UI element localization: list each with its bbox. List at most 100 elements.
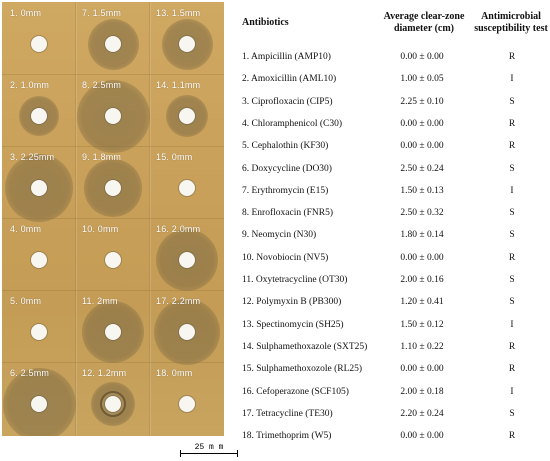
plate-label: 3. 2.25mm	[10, 152, 55, 162]
susceptibility-result: S	[509, 97, 515, 107]
plate-label: 13. 1.5mm	[156, 8, 201, 18]
plate-label: 9. 1.8mm	[82, 152, 122, 162]
clear-zone-diameter: 2.50 ± 0.32	[400, 208, 444, 218]
antibiotic-disk	[179, 252, 195, 268]
antibiotic-name: 6. Doxycycline (DO30)	[242, 164, 332, 174]
agar-plate-photo: 1. 0mm 7. 1.5mm 13. 1.5mm 2. 1.0mm 8. 2.5mm 1…	[2, 2, 224, 436]
antibiotic-name: 3. Ciprofloxacin (CIP5)	[242, 97, 333, 107]
susceptibility-result: I	[510, 186, 514, 196]
clear-zone-diameter: 1.00 ± 0.05	[400, 74, 444, 84]
susceptibility-result: R	[508, 141, 516, 151]
row-divider	[2, 74, 224, 75]
plate-cell: 14. 1.1mm	[150, 74, 224, 146]
table-row: 11. Oxytetracycline (OT30) 2.00 ± 0.16 S	[239, 275, 550, 293]
susceptibility-result: R	[508, 431, 516, 441]
antibiotic-disk	[179, 396, 195, 412]
table-row: 8. Enrofloxacin (FNR5) 2.50 ± 0.32 S	[239, 208, 550, 226]
plate-label: 7. 1.5mm	[82, 8, 122, 18]
clear-zone-diameter: 0.00 ± 0.00	[400, 431, 444, 441]
header-clear-zone: Average clear-zone diameter (cm)	[383, 11, 465, 34]
clear-zone-diameter: 2.25 ± 0.10	[400, 97, 444, 107]
plate-label: 14. 1.1mm	[156, 80, 201, 90]
row-divider	[2, 290, 224, 291]
clear-zone-diameter: 1.20 ± 0.41	[400, 297, 444, 307]
lane-divider	[75, 2, 77, 436]
plate-cell: 13. 1.5mm	[150, 2, 224, 74]
plate-cell: 6. 2.5mm	[2, 362, 76, 436]
antibiotic-name: 9. Neomycin (N30)	[242, 230, 317, 240]
plate-label: 8. 2.5mm	[82, 80, 122, 90]
antibiotic-name: 13. Spectinomycin (SH25)	[242, 320, 344, 330]
antibiotic-disk	[105, 252, 121, 268]
antibiotic-disk	[31, 108, 47, 124]
antibiotic-disk	[105, 396, 121, 412]
plate-cell: 10. 0mm	[76, 218, 150, 290]
susceptibility-result: R	[508, 253, 516, 263]
clear-zone-diameter: 0.00 ± 0.00	[400, 52, 444, 62]
plate-label: 5. 0mm	[10, 296, 42, 306]
table-row: 9. Neomycin (N30) 1.80 ± 0.14 S	[239, 230, 550, 248]
table-row: 13. Spectinomycin (SH25) 1.50 ± 0.12 I	[239, 320, 550, 338]
susceptibility-result: S	[509, 275, 515, 285]
plate-label: 17. 2.2mm	[156, 296, 201, 306]
susceptibility-result: S	[509, 164, 515, 174]
antibiotic-disk	[31, 252, 47, 268]
plate-label: 15. 0mm	[156, 152, 193, 162]
antibiotic-name: 11. Oxytetracycline (OT30)	[242, 275, 348, 285]
plate-cell: 11. 2mm	[76, 290, 150, 363]
table-row: 3. Ciprofloxacin (CIP5) 2.25 ± 0.10 S	[239, 97, 550, 115]
plate-cell: 1. 0mm	[2, 2, 76, 74]
row-divider	[2, 218, 224, 219]
table-row: 16. Cefoperazone (SCF105) 2.00 ± 0.18 I	[239, 387, 550, 405]
antibiotic-name: 8. Enrofloxacin (FNR5)	[242, 208, 334, 218]
table-row: 12. Polymyxin B (PB300) 1.20 ± 0.41 S	[239, 297, 550, 315]
plate-label: 1. 0mm	[10, 8, 42, 18]
table-row: 4. Chloramphenicol (C30) 0.00 ± 0.00 R	[239, 119, 550, 137]
antibiotic-name: 10. Novobiocin (NV5)	[242, 253, 329, 263]
antibiotic-name: 14. Sulphamethoxazole (SXT25)	[242, 342, 368, 352]
table-row: 10. Novobiocin (NV5) 0.00 ± 0.00 R	[239, 253, 550, 271]
susceptibility-result: S	[509, 230, 515, 240]
susceptibility-result: R	[508, 342, 516, 352]
susceptibility-result: I	[510, 74, 514, 84]
clear-zone-diameter: 2.00 ± 0.16	[400, 275, 444, 285]
plate-cell: 16. 2.0mm	[150, 218, 224, 291]
table-row: 7. Erythromycin (E15) 1.50 ± 0.13 I	[239, 186, 550, 204]
susceptibility-result: S	[509, 208, 515, 218]
susceptibility-result: R	[508, 52, 516, 62]
antibiotic-name: 12. Polymyxin B (PB300)	[242, 297, 342, 307]
plate-label: 18. 0mm	[156, 368, 193, 378]
clear-zone-diameter: 0.00 ± 0.00	[400, 141, 444, 151]
plate-label: 6. 2.5mm	[10, 368, 50, 378]
antibiotic-name: 7. Erythromycin (E15)	[242, 186, 329, 196]
plate-cell: 12. 1.2mm	[76, 362, 150, 434]
antibiotic-name: 2. Amoxicillin (AML10)	[242, 74, 337, 84]
table-row: 1. Ampicillin (AMP10) 0.00 ± 0.00 R	[239, 52, 550, 70]
antibiotic-disk	[179, 36, 195, 52]
antibiotic-disk	[179, 324, 195, 340]
antibiotic-name: 4. Chloramphenicol (C30)	[242, 119, 342, 129]
plate-cell: 18. 0mm	[150, 362, 224, 434]
table-row: 17. Tetracycline (TE30) 2.20 ± 0.24 S	[239, 409, 550, 427]
header-susceptibility: Antimicrobial susceptibility test	[474, 11, 548, 34]
antibiotic-disk	[31, 180, 47, 196]
scale-bar-label: 25 m m	[194, 443, 224, 452]
susceptibility-result: I	[510, 320, 514, 330]
plate-cell: 3. 2.25mm	[2, 146, 76, 222]
antibiotic-disk	[179, 180, 195, 196]
antibiotic-name: 17. Tetracycline (TE30)	[242, 409, 333, 419]
antibiotic-name: 15. Sulphamethoxozole (RL25)	[242, 364, 363, 374]
antibiotic-disk	[105, 36, 121, 52]
clear-zone-diameter: 1.80 ± 0.14	[400, 230, 444, 240]
plate-label: 12. 1.2mm	[82, 368, 127, 378]
antibiotic-disk	[105, 180, 121, 196]
plate-label: 16. 2.0mm	[156, 224, 201, 234]
plate-cell: 9. 1.8mm	[76, 146, 150, 218]
susceptibility-result: R	[508, 364, 516, 374]
antibiotic-disk	[31, 396, 47, 412]
plate-cell: 7. 1.5mm	[76, 2, 150, 74]
susceptibility-table: Antibiotics Average clear-zone diameter …	[239, 0, 550, 461]
header-antibiotics: Antibiotics	[242, 17, 289, 28]
clear-zone-diameter: 2.20 ± 0.24	[400, 409, 444, 419]
susceptibility-result: S	[509, 297, 515, 307]
